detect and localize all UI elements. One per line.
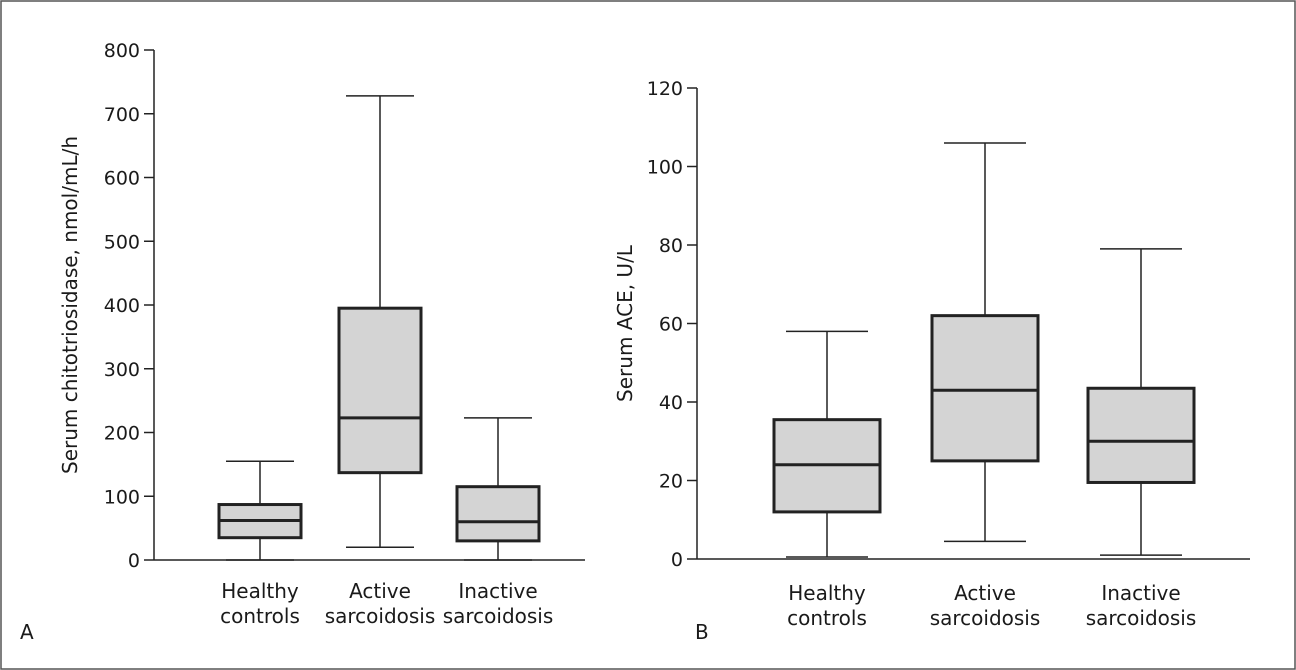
y-tick-label: 20 <box>659 471 683 493</box>
y-tick-label: 600 <box>104 168 140 190</box>
category-label-line: Healthy <box>788 581 866 605</box>
y-tick-label: 0 <box>128 550 140 572</box>
category-label-line: controls <box>220 604 300 628</box>
category-label: Healthy controls <box>220 579 300 628</box>
panel-b: 0 20 40 60 80 100 120 Serum ACE, U/L Healthy cont… <box>613 78 1250 644</box>
iqr-box <box>455 485 541 543</box>
y-tick-label: 120 <box>647 78 683 100</box>
category-label: Active sarcoidosis <box>930 581 1041 630</box>
iqr-box <box>1086 386 1196 484</box>
category-label-line: controls <box>787 606 867 630</box>
category-label-line: Active <box>954 581 1016 605</box>
y-tick-label: 100 <box>104 486 140 508</box>
category-label-line: sarcoidosis <box>930 606 1041 630</box>
y-axis-title: Serum ACE, U/L <box>613 244 637 402</box>
y-tick-label: 500 <box>104 231 140 253</box>
y-axis-title: Serum chitotriosidase, nmol/mL/h <box>58 136 82 474</box>
panel-a: 0 100 200 300 400 500 600 700 800 Serum chitotrio… <box>20 40 585 644</box>
y-tick-label: 40 <box>659 392 683 414</box>
panel-label: A <box>20 620 34 644</box>
category-label: Inactive sarcoidosis <box>1086 581 1197 630</box>
y-tick-label: 100 <box>647 157 683 179</box>
y-tick-label: 300 <box>104 359 140 381</box>
category-label: Healthy controls <box>787 581 867 630</box>
y-tick-label: 80 <box>659 235 683 257</box>
category-label-line: Inactive <box>1101 581 1180 605</box>
category-label-line: Active <box>349 579 411 603</box>
y-tick-label: 0 <box>671 549 683 571</box>
iqr-box <box>337 306 423 475</box>
category-label: Active sarcoidosis <box>325 579 436 628</box>
category-label-line: sarcoidosis <box>325 604 436 628</box>
y-tick-label: 60 <box>659 314 683 336</box>
iqr-box <box>930 314 1040 463</box>
y-tick-label: 800 <box>104 40 140 62</box>
panel-label: B <box>695 620 709 644</box>
y-tick-label: 400 <box>104 295 140 317</box>
category-label-line: Inactive <box>458 579 537 603</box>
y-tick-label: 700 <box>104 104 140 126</box>
y-tick-label: 200 <box>104 423 140 445</box>
category-label: Inactive sarcoidosis <box>443 579 554 628</box>
category-label-line: sarcoidosis <box>1086 606 1197 630</box>
category-label-line: sarcoidosis <box>443 604 554 628</box>
category-label-line: Healthy <box>221 579 299 603</box>
